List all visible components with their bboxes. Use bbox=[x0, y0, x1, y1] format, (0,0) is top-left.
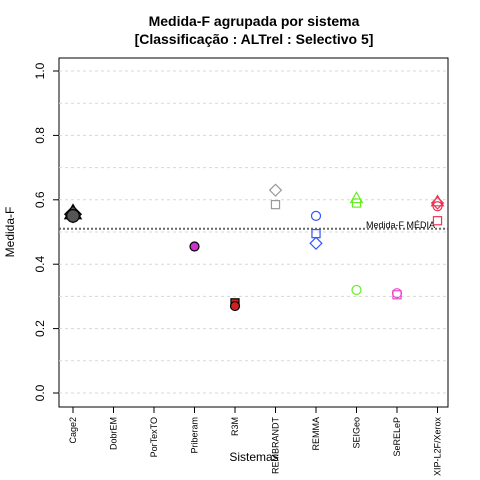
y-tick-label: 0.8 bbox=[33, 127, 47, 144]
data-point-circle bbox=[229, 300, 241, 312]
y-axis-title: Medida-F bbox=[3, 207, 17, 258]
data-point-square bbox=[351, 198, 362, 208]
data-point-square bbox=[311, 228, 321, 239]
data-point-circle bbox=[432, 201, 443, 212]
x-axis: Cage2 DobrEM PorTexTO Priberam R3M REMBRANDT R… bbox=[68, 407, 443, 476]
y-tick-label: 0.4 bbox=[33, 256, 47, 273]
chart-subtitle: [Classificação : ALTrel : Selectivo 5] bbox=[135, 31, 374, 47]
grid bbox=[59, 70, 448, 394]
x-tick-label: SeRELeP bbox=[392, 417, 402, 457]
data-point-circle bbox=[310, 210, 322, 221]
x-tick-label: REMMA bbox=[311, 417, 321, 451]
y-tick-label: 0.0 bbox=[33, 384, 47, 401]
data-point-diamond bbox=[268, 183, 283, 197]
y-tick-label: 1.0 bbox=[33, 62, 47, 79]
data-point-square bbox=[432, 216, 443, 226]
data-point-diamond bbox=[430, 196, 445, 210]
mean-line-label: Medida-F MÉDIA bbox=[366, 220, 435, 230]
data-point-circle bbox=[66, 208, 80, 223]
data-point-triangle bbox=[349, 191, 364, 204]
data-point-circle bbox=[351, 284, 362, 296]
x-tick-label: SEIGeo bbox=[352, 417, 362, 449]
data-point-square bbox=[392, 290, 402, 300]
y-tick-label: 0.6 bbox=[33, 191, 47, 208]
reference-line-group: Medida-F MÉDIA bbox=[59, 220, 448, 230]
data-points bbox=[63, 183, 445, 312]
y-axis: 0.0 0.2 0.4 0.6 0.8 1.0 bbox=[33, 62, 59, 401]
x-tick-label: PorTexTO bbox=[149, 417, 159, 457]
data-point-diamond bbox=[309, 236, 323, 250]
data-point-square bbox=[270, 199, 281, 210]
x-axis-title: Sistemas bbox=[229, 450, 278, 464]
chart-title: Medida-F agrupada por sistema bbox=[149, 13, 360, 29]
x-tick-label: REMBRANDT bbox=[271, 417, 281, 475]
y-tick-label: 0.2 bbox=[33, 320, 47, 337]
x-tick-label: Cage2 bbox=[68, 417, 78, 444]
x-tick-label: R3M bbox=[230, 417, 240, 436]
x-tick-label: XIP-L2F/Xerox bbox=[433, 417, 443, 477]
x-tick-label: DobrEM bbox=[109, 417, 119, 450]
x-tick-label: Priberam bbox=[190, 417, 200, 454]
data-point-circle bbox=[189, 241, 200, 252]
